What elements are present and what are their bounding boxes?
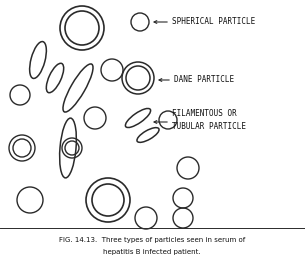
Text: SPHERICAL PARTICLE: SPHERICAL PARTICLE <box>172 17 255 27</box>
Text: DANE PARTICLE: DANE PARTICLE <box>174 75 234 85</box>
Text: FIG. 14.13.  Three types of particles seen in serum of: FIG. 14.13. Three types of particles see… <box>59 237 245 243</box>
Text: FILAMENTOUS OR: FILAMENTOUS OR <box>172 109 237 118</box>
Text: TUBULAR PARTICLE: TUBULAR PARTICLE <box>172 122 246 131</box>
Text: hepatitis B infected patient.: hepatitis B infected patient. <box>103 249 201 255</box>
